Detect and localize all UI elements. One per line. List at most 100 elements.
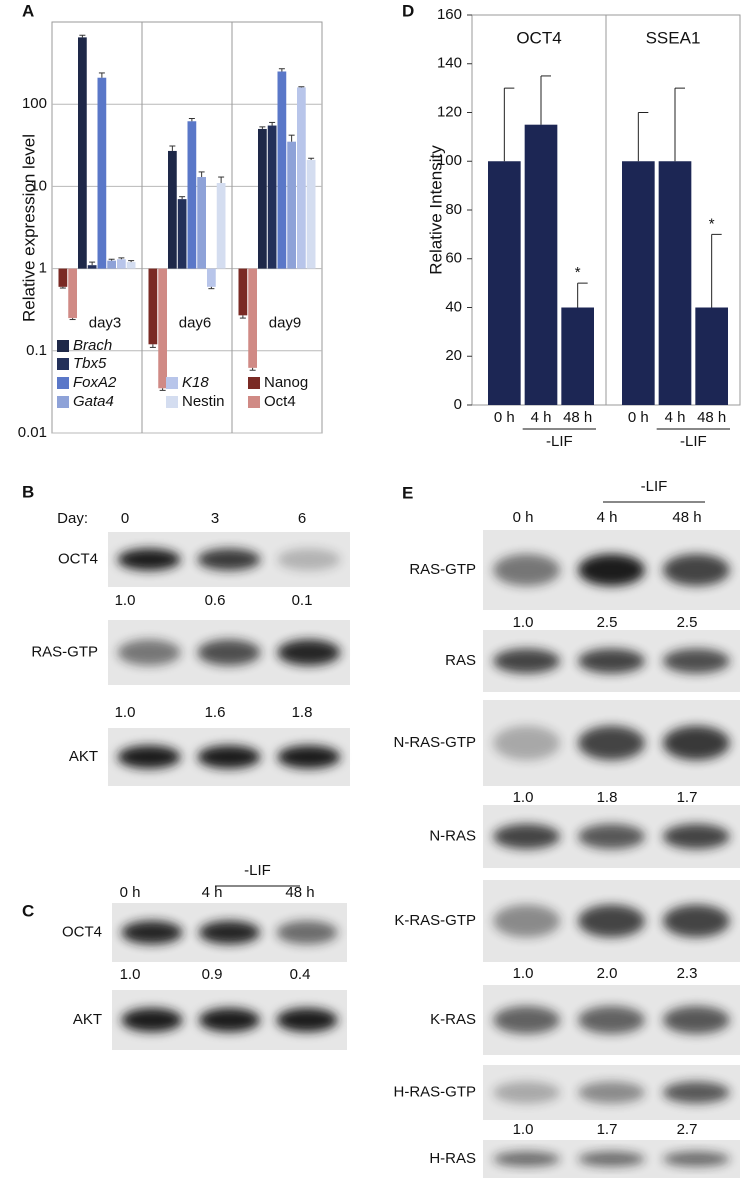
error-bar xyxy=(711,233,722,308)
quantification: 1.6 xyxy=(205,704,226,721)
y-tick-label: 80 xyxy=(445,201,462,218)
bar xyxy=(197,177,206,269)
category-label: 4 h xyxy=(531,409,552,426)
quantification: 0.9 xyxy=(202,966,223,983)
y-tick-label: 0.01 xyxy=(18,424,47,441)
quantification: 1.7 xyxy=(677,789,698,806)
y-tick-label: 0 xyxy=(454,396,462,413)
error-bar xyxy=(69,318,76,321)
blot-band xyxy=(578,725,645,761)
bar xyxy=(306,159,316,269)
y-axis-label: Relative Intensity xyxy=(426,145,445,275)
blot-band xyxy=(493,725,561,761)
bar xyxy=(524,124,558,405)
bar xyxy=(488,161,521,405)
treatment-label: -LIF xyxy=(641,478,668,495)
blot-band xyxy=(277,639,341,666)
bracket-label: -LIF xyxy=(546,433,573,450)
bar xyxy=(238,268,248,316)
row-label: H-RAS xyxy=(429,1150,476,1167)
y-tick-label: 1 xyxy=(39,260,47,277)
legend-label: Nanog xyxy=(264,374,308,391)
category-label: 48 h xyxy=(697,409,726,426)
legend-swatch xyxy=(166,377,178,389)
blot-band xyxy=(493,1151,561,1167)
legend-swatch xyxy=(166,396,178,408)
bar xyxy=(258,128,267,269)
error-bar xyxy=(188,117,195,122)
error-bar xyxy=(259,126,266,129)
row-label: K-RAS-GTP xyxy=(394,912,476,929)
error-bar xyxy=(149,344,156,348)
blot-strip xyxy=(112,903,347,962)
lane-label: 4 h xyxy=(597,509,618,526)
blot-strip xyxy=(108,728,350,786)
legend-swatch xyxy=(57,340,69,352)
blot-strip xyxy=(483,630,740,692)
group-label: OCT4 xyxy=(516,28,561,47)
error-bar xyxy=(269,121,276,126)
blot-strip xyxy=(483,1065,740,1120)
error-bar xyxy=(298,86,305,88)
blot-band xyxy=(117,548,181,571)
error-bar xyxy=(59,286,66,289)
error-bar xyxy=(288,134,295,142)
error-bar xyxy=(249,367,256,371)
blot-strip xyxy=(108,532,350,587)
error-bar xyxy=(637,112,649,162)
blot-band xyxy=(198,1008,261,1032)
legend-swatch xyxy=(57,377,69,389)
error-bar xyxy=(218,176,225,183)
blot-band xyxy=(578,904,645,938)
blot-band xyxy=(493,1081,561,1104)
bar xyxy=(148,268,158,345)
error-bar xyxy=(169,145,176,151)
error-bar xyxy=(208,286,215,290)
error-bar xyxy=(98,72,105,78)
blot-band xyxy=(493,1006,561,1034)
bar xyxy=(561,307,594,405)
blot-band xyxy=(277,745,341,769)
blot-band xyxy=(197,548,261,571)
blot-band xyxy=(493,904,561,938)
error-bar xyxy=(278,68,285,72)
row-label: OCT4 xyxy=(58,550,98,567)
blot-band xyxy=(662,1081,730,1104)
blot-band xyxy=(662,1151,730,1167)
row-label: N-RAS xyxy=(429,827,476,844)
bar xyxy=(97,77,107,269)
bar xyxy=(287,141,296,269)
group-label: SSEA1 xyxy=(646,28,701,47)
bar xyxy=(78,37,87,269)
lane-label: 0 xyxy=(121,510,129,527)
category-label: 4 h xyxy=(665,409,686,426)
lane-label: 4 h xyxy=(202,884,223,901)
legend-label: Nestin xyxy=(182,393,225,410)
legend-label: Tbx5 xyxy=(73,355,107,372)
blot-strip xyxy=(483,700,740,786)
bar xyxy=(158,268,167,389)
bar xyxy=(58,268,68,287)
y-tick-label: 100 xyxy=(437,152,462,169)
error-bar xyxy=(577,282,588,308)
panel-letter: D xyxy=(402,1,414,20)
y-tick-label: 60 xyxy=(445,250,462,267)
category-label: 48 h xyxy=(563,409,592,426)
lane-label: 3 xyxy=(211,510,219,527)
blot-band xyxy=(121,1008,183,1032)
bar xyxy=(216,182,226,269)
bracket-label: -LIF xyxy=(680,433,707,450)
bar xyxy=(126,262,136,269)
bar xyxy=(107,260,116,269)
blot-band xyxy=(121,920,183,945)
bar xyxy=(695,307,728,405)
blot-band xyxy=(662,823,730,850)
category-label: 0 h xyxy=(628,409,649,426)
y-tick-label: 10 xyxy=(30,177,47,194)
blot-band xyxy=(578,1081,645,1104)
row-label: OCT4 xyxy=(62,923,102,940)
lane-label: 0 h xyxy=(513,509,534,526)
row-label: H-RAS-GTP xyxy=(394,1083,477,1100)
quantification: 2.5 xyxy=(597,614,618,631)
error-bar xyxy=(118,257,125,260)
